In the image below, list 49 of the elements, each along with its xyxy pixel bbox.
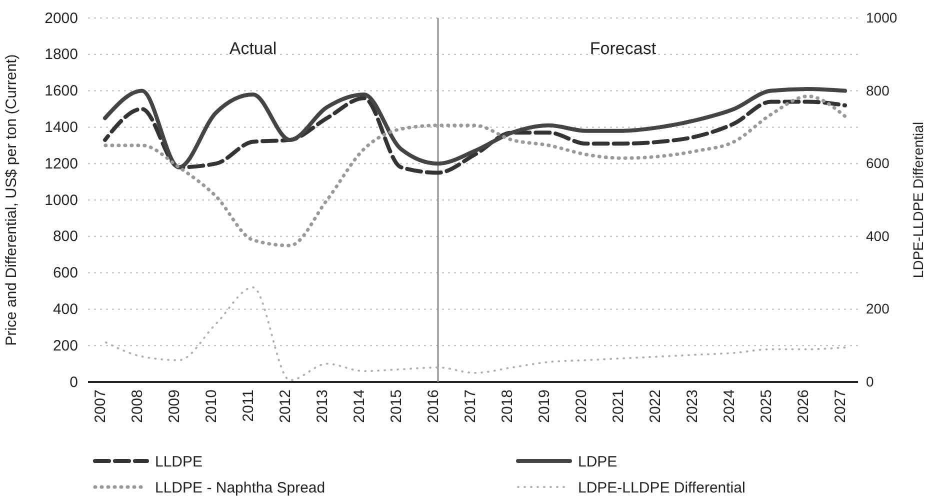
y-tick-label: 400: [52, 301, 78, 318]
x-tick-label: 2010: [202, 390, 220, 423]
x-tick-label: 2007: [92, 390, 109, 423]
x-tick-label: 2009: [166, 390, 183, 423]
y-axis-title: Price and Differential, US$ per ton (Current): [3, 54, 20, 346]
legend-label: LDPE: [578, 453, 618, 470]
line-series: [103, 94, 847, 248]
legend-label: LLDPE - Naphtha Spread: [155, 479, 326, 496]
y-tick-label: 1200: [44, 155, 78, 172]
y2-tick-label: 400: [866, 228, 890, 244]
x-tick-label: 2024: [720, 390, 738, 423]
x-tick-label: 2020: [572, 390, 590, 423]
annotation: Actual: [229, 38, 277, 58]
x-tick-label: 2014: [350, 390, 368, 423]
legend-label: LLDPE: [155, 453, 203, 470]
x-tick-label: 2011: [240, 390, 257, 422]
x-tick-label: 2008: [128, 390, 146, 423]
y-tick-label: 1000: [44, 192, 78, 209]
annotation: Forecast: [590, 38, 656, 58]
y2-axis-title: LDPE-LLDPE Differential: [910, 122, 926, 278]
x-tick-label: 2022: [646, 390, 664, 423]
y-tick-label: 600: [52, 264, 78, 282]
x-tick-label: 2013: [314, 390, 331, 423]
y2-tick-label: 200: [866, 300, 890, 317]
x-tick-label: 2018: [498, 390, 516, 423]
legend-label: LDPE-LLDPE Differential: [578, 479, 746, 496]
x-tick-label: 2027: [832, 390, 849, 423]
x-tick-label: 2026: [794, 390, 812, 423]
x-tick-label: 2025: [758, 390, 775, 423]
y-tick-label: 800: [52, 228, 78, 246]
y-tick-label: 1400: [44, 119, 78, 136]
y2-tick-label: 0: [866, 373, 874, 390]
x-tick-label: 2023: [684, 390, 701, 423]
y-tick-label: 1800: [44, 46, 78, 64]
y2-tick-label: 800: [866, 82, 890, 98]
y-tick-label: 2000: [44, 10, 78, 27]
x-tick-label: 2021: [610, 390, 627, 423]
x-tick-label: 2019: [536, 390, 553, 423]
x-tick-label: 2015: [388, 390, 405, 423]
y2-tick-label: 600: [866, 155, 890, 172]
y2-tick-label: 1000: [866, 9, 898, 26]
x-tick-label: 2012: [276, 390, 294, 423]
y-tick-label: 0: [70, 374, 78, 391]
line-series: [103, 86, 847, 170]
y-tick-label: 1600: [44, 82, 78, 100]
x-tick-label: 2017: [462, 390, 479, 423]
y-tick-label: 200: [52, 337, 78, 354]
x-tick-label: 2016: [424, 390, 442, 423]
line-series: [103, 96, 847, 175]
